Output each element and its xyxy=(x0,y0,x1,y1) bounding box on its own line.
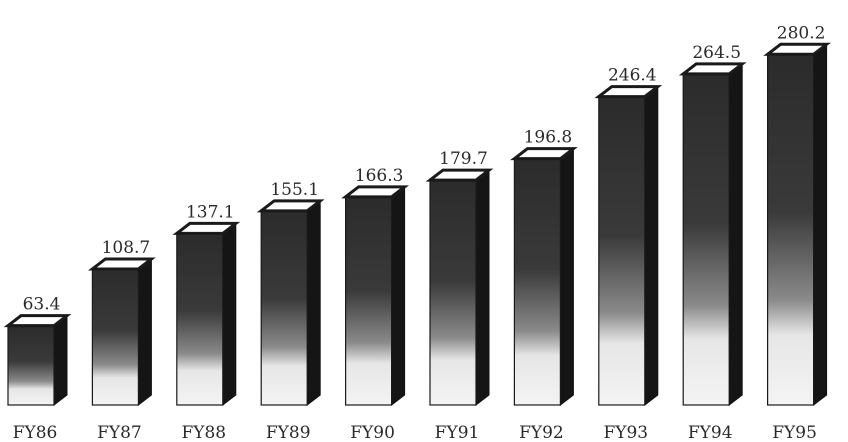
bar-side-face xyxy=(728,62,743,407)
bar-top-face xyxy=(256,199,325,213)
category-label: FY89 xyxy=(266,423,311,442)
value-label: 166.3 xyxy=(355,166,404,186)
bar-front-face xyxy=(7,325,55,406)
bar-front-face xyxy=(260,210,308,406)
value-label: 108.7 xyxy=(102,238,151,258)
bar-fy95 xyxy=(763,42,832,407)
category-label: FY92 xyxy=(519,423,564,442)
bar-top-face xyxy=(763,42,832,56)
bar-fy88 xyxy=(172,221,241,407)
bar-side-face xyxy=(475,169,490,407)
bar-side-face xyxy=(137,257,152,407)
bar-side-face xyxy=(306,199,321,407)
category-label: FY90 xyxy=(350,423,395,442)
category-label: FY86 xyxy=(13,423,58,442)
bar-front-face xyxy=(345,196,393,406)
bar-top-face xyxy=(87,257,156,271)
bar-fy94 xyxy=(678,62,747,407)
bar-front-face xyxy=(766,53,815,406)
bar-top-face xyxy=(341,185,410,199)
category-label: FY91 xyxy=(435,423,480,442)
value-label: 179.7 xyxy=(439,149,488,169)
bar-front-face xyxy=(682,73,730,406)
bar-side-face xyxy=(559,147,574,407)
bar-fy89 xyxy=(256,199,325,407)
value-label: 280.2 xyxy=(777,23,826,43)
category-label: FY87 xyxy=(97,423,142,442)
bar-front-face xyxy=(598,95,646,406)
bar-front-face xyxy=(513,158,562,406)
bar-side-face xyxy=(53,314,68,407)
value-label: 63.4 xyxy=(23,295,61,315)
bar-top-face xyxy=(594,85,663,99)
value-label: 246.4 xyxy=(608,66,657,86)
bar-side-face xyxy=(813,43,828,407)
bar-fy91 xyxy=(425,168,494,407)
category-label: FY93 xyxy=(603,423,648,442)
value-label: 137.1 xyxy=(186,202,235,222)
bar-top-face xyxy=(3,314,72,328)
bar-front-face xyxy=(429,179,477,406)
category-label: FY95 xyxy=(772,423,817,442)
bar-fy87 xyxy=(87,257,156,407)
bar-fy90 xyxy=(341,185,410,407)
bar-top-face xyxy=(172,221,241,235)
bar-top-face xyxy=(509,147,578,161)
bar-front-face xyxy=(176,232,224,406)
bar-side-face xyxy=(222,222,237,407)
bar-fy86 xyxy=(3,314,72,407)
bar-side-face xyxy=(644,85,659,407)
bar-top-face xyxy=(678,62,747,76)
value-label: 155.1 xyxy=(270,180,319,200)
bar-top-face xyxy=(425,168,494,182)
value-label: 264.5 xyxy=(692,43,741,63)
bar-fy93 xyxy=(594,85,663,407)
bar-fy92 xyxy=(509,147,578,407)
value-label: 196.8 xyxy=(524,128,573,148)
bar-front-face xyxy=(91,268,140,406)
category-label: FY94 xyxy=(688,423,733,442)
bar-side-face xyxy=(391,185,406,407)
category-label: FY88 xyxy=(181,423,226,442)
